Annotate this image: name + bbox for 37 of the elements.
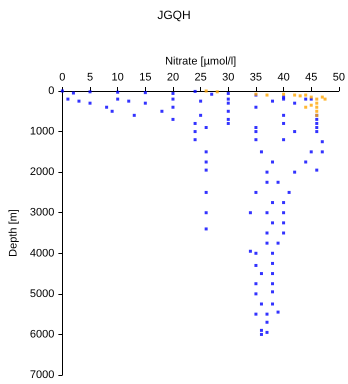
point: [298, 94, 302, 98]
point: [304, 106, 308, 109]
point: [304, 94, 308, 97]
point: [315, 106, 318, 109]
x-tick-label: 5: [86, 72, 94, 84]
point: [216, 90, 219, 94]
y-tick-label: 4000: [30, 247, 54, 260]
x-tick-label: 30: [222, 72, 234, 84]
y-tick-label: 0: [48, 85, 54, 97]
point: [324, 98, 327, 101]
point: [315, 102, 318, 105]
x-axis-title: Nitrate [µmol/l]: [165, 56, 236, 68]
y-tick-label: 1000: [30, 126, 54, 138]
x-tick-label: 20: [166, 72, 180, 84]
point: [315, 98, 318, 101]
point: [265, 94, 268, 97]
y-tick-label: 2000: [30, 166, 54, 178]
y-tick-label: 7000: [30, 369, 54, 381]
y-tick-label: 6000: [30, 328, 54, 340]
point: [315, 110, 318, 113]
point: [282, 92, 286, 96]
point: [320, 96, 324, 99]
x-tick-label: 45: [305, 72, 318, 84]
x-tick-label: 15: [139, 72, 152, 84]
point: [293, 94, 296, 97]
x-tick-label: 10: [112, 72, 124, 84]
x-tick-label: 25: [194, 72, 207, 84]
x-tick-label: 40: [277, 72, 290, 84]
point: [310, 104, 313, 107]
y-tick-label: 5000: [30, 288, 54, 300]
chart-title: JGQH: [157, 8, 191, 22]
x-tick-label: 0: [59, 72, 66, 84]
y-tick-label: 3000: [30, 206, 54, 219]
x-tick-label: 50: [332, 72, 346, 84]
point: [204, 90, 208, 92]
x-tick-label: 35: [250, 72, 262, 84]
y-axis-title: Depth [m]: [8, 209, 20, 257]
